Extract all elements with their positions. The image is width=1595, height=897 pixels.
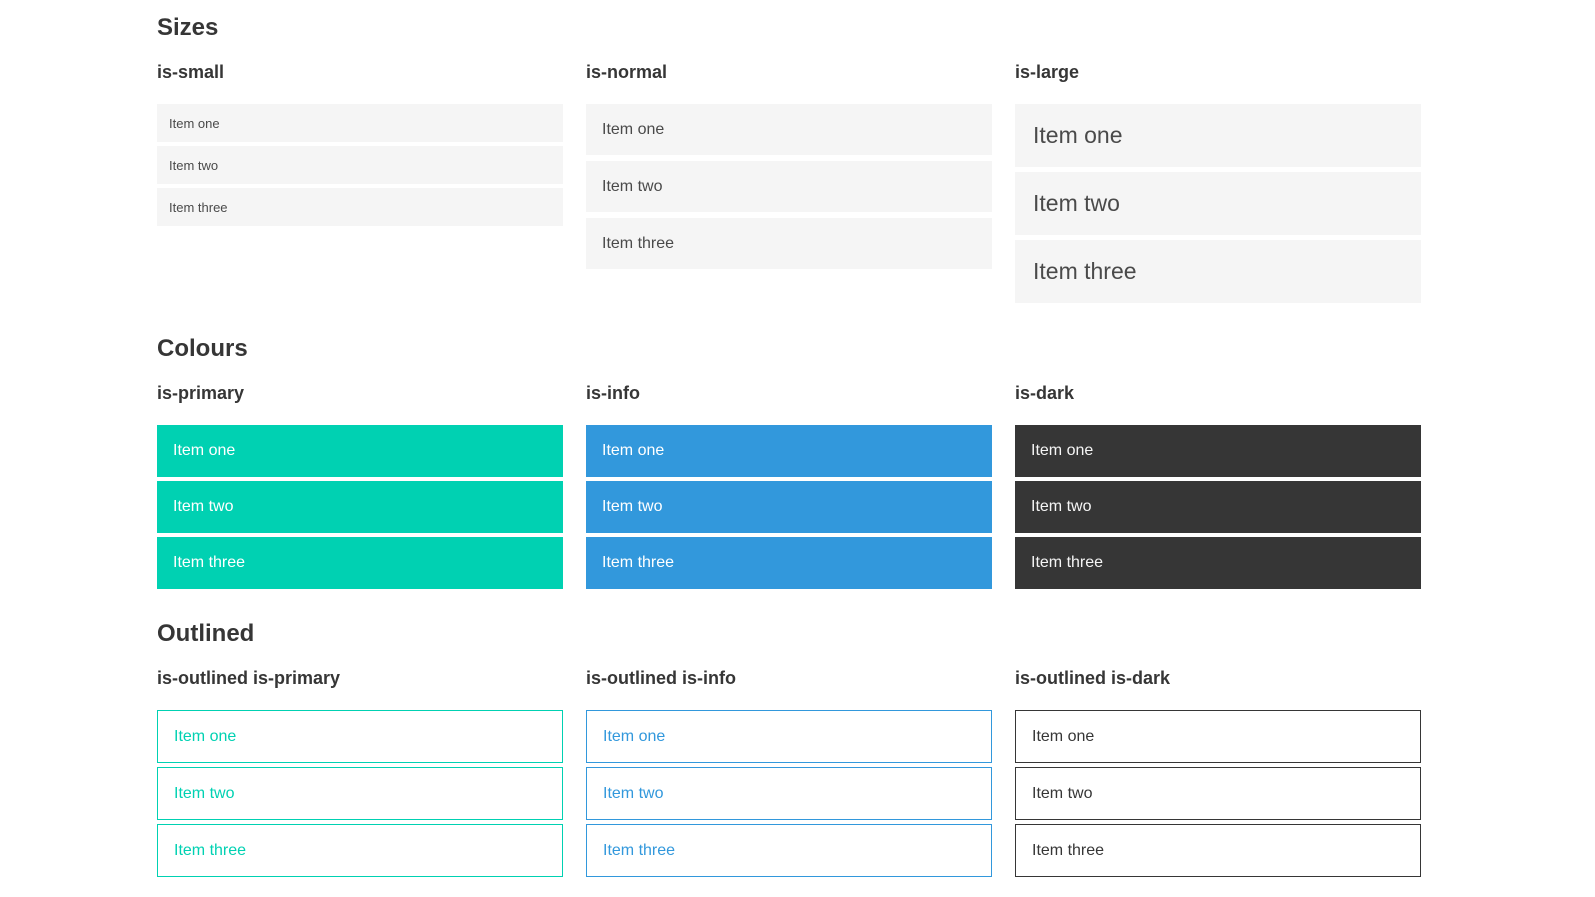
- menu-item[interactable]: Item two: [1015, 767, 1421, 820]
- menu-item[interactable]: Item three: [157, 537, 563, 589]
- group-label-is-outlined-is-dark: is-outlined is-dark: [1015, 668, 1171, 688]
- group-label-is-outlined-is-primary: is-outlined is-primary: [157, 668, 341, 688]
- group-label-is-dark: is-dark: [1015, 383, 1075, 403]
- menu-item[interactable]: Item three: [586, 218, 992, 269]
- menu-item[interactable]: Item two: [157, 146, 563, 184]
- menu-item[interactable]: Item three: [1015, 824, 1421, 877]
- menu-item[interactable]: Item three: [586, 824, 992, 877]
- group-is-outlined-is-primary: is-outlined is-primary Item one Item two…: [157, 668, 563, 881]
- menu-item[interactable]: Item two: [586, 481, 992, 533]
- menu-list-dark: Item one Item two Item three: [1015, 425, 1421, 589]
- group-label-is-small: is-small: [157, 62, 225, 82]
- section-title-sizes: Sizes: [157, 14, 219, 41]
- group-is-normal: is-normal Item one Item two Item three: [586, 62, 992, 308]
- menu-item[interactable]: Item three: [157, 188, 563, 226]
- section-title-colours: Colours: [157, 335, 248, 362]
- menu-item[interactable]: Item two: [157, 481, 563, 533]
- menu-item[interactable]: Item one: [157, 425, 563, 477]
- menu-item[interactable]: Item three: [586, 537, 992, 589]
- group-label-is-normal: is-normal: [586, 62, 668, 82]
- menu-item[interactable]: Item three: [1015, 537, 1421, 589]
- menu-list-primary: Item one Item two Item three: [157, 425, 563, 589]
- menu-item[interactable]: Item one: [586, 425, 992, 477]
- menu-item[interactable]: Item two: [1015, 481, 1421, 533]
- menu-item[interactable]: Item two: [586, 767, 992, 820]
- group-is-info: is-info Item one Item two Item three: [586, 383, 992, 593]
- menu-item[interactable]: Item one: [157, 104, 563, 142]
- group-is-outlined-is-info: is-outlined is-info Item one Item two It…: [586, 668, 992, 881]
- page: Sizes is-small Item one Item two Item th…: [157, 14, 1421, 881]
- menu-list-outlined-primary: Item one Item two Item three: [157, 710, 563, 877]
- menu-list-outlined-info: Item one Item two Item three: [586, 710, 992, 877]
- menu-item[interactable]: Item one: [157, 710, 563, 763]
- menu-list-large: Item one Item two Item three: [1015, 104, 1421, 303]
- section-outlined: Outlined is-outlined is-primary Item one…: [157, 620, 1421, 881]
- section-sizes: Sizes is-small Item one Item two Item th…: [157, 14, 1421, 308]
- menu-item[interactable]: Item two: [586, 161, 992, 212]
- menu-item[interactable]: Item three: [157, 824, 563, 877]
- menu-item[interactable]: Item one: [1015, 104, 1421, 167]
- group-is-dark: is-dark Item one Item two Item three: [1015, 383, 1421, 593]
- menu-item[interactable]: Item one: [1015, 425, 1421, 477]
- group-label-is-info: is-info: [586, 383, 640, 403]
- section-colours: Colours is-primary Item one Item two Ite…: [157, 335, 1421, 593]
- menu-item[interactable]: Item two: [157, 767, 563, 820]
- group-label-is-large: is-large: [1015, 62, 1080, 82]
- menu-item[interactable]: Item one: [1015, 710, 1421, 763]
- group-is-primary: is-primary Item one Item two Item three: [157, 383, 563, 593]
- menu-item[interactable]: Item one: [586, 710, 992, 763]
- menu-item[interactable]: Item one: [586, 104, 992, 155]
- group-is-outlined-is-dark: is-outlined is-dark Item one Item two It…: [1015, 668, 1421, 881]
- section-title-outlined: Outlined: [157, 620, 255, 647]
- group-is-small: is-small Item one Item two Item three: [157, 62, 563, 308]
- group-is-large: is-large Item one Item two Item three: [1015, 62, 1421, 308]
- menu-list-info: Item one Item two Item three: [586, 425, 992, 589]
- menu-item[interactable]: Item two: [1015, 172, 1421, 235]
- sizes-grid: is-small Item one Item two Item three is…: [157, 62, 1421, 308]
- menu-item[interactable]: Item three: [1015, 240, 1421, 303]
- outlined-grid: is-outlined is-primary Item one Item two…: [157, 668, 1421, 881]
- menu-list-normal: Item one Item two Item three: [586, 104, 992, 269]
- colours-grid: is-primary Item one Item two Item three …: [157, 383, 1421, 593]
- group-label-is-primary: is-primary: [157, 383, 245, 403]
- menu-list-small: Item one Item two Item three: [157, 104, 563, 226]
- menu-list-outlined-dark: Item one Item two Item three: [1015, 710, 1421, 877]
- group-label-is-outlined-is-info: is-outlined is-info: [586, 668, 736, 688]
